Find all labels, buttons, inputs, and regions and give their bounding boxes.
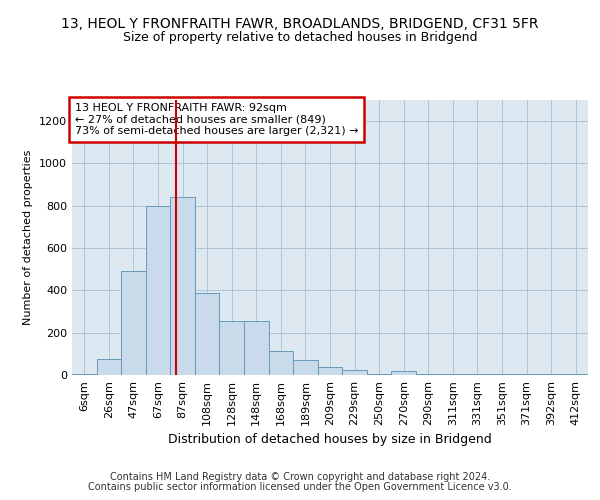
Bar <box>490 374 514 375</box>
Bar <box>220 321 244 375</box>
Bar <box>121 272 146 375</box>
Bar <box>195 292 220 375</box>
Bar <box>318 366 342 375</box>
Bar <box>269 350 293 375</box>
X-axis label: Distribution of detached houses by size in Bridgend: Distribution of detached houses by size … <box>168 434 492 446</box>
Text: 13, HEOL Y FRONFRAITH FAWR, BROADLANDS, BRIDGEND, CF31 5FR: 13, HEOL Y FRONFRAITH FAWR, BROADLANDS, … <box>61 18 539 32</box>
Bar <box>293 360 318 375</box>
Bar <box>563 374 588 375</box>
Bar <box>244 321 269 375</box>
Text: Contains HM Land Registry data © Crown copyright and database right 2024.: Contains HM Land Registry data © Crown c… <box>110 472 490 482</box>
Bar <box>342 370 367 375</box>
Bar <box>367 374 391 375</box>
Bar <box>440 374 465 375</box>
Text: Contains public sector information licensed under the Open Government Licence v3: Contains public sector information licen… <box>88 482 512 492</box>
Bar <box>539 374 563 375</box>
Text: Size of property relative to detached houses in Bridgend: Size of property relative to detached ho… <box>123 31 477 44</box>
Bar <box>97 359 121 375</box>
Bar <box>514 374 539 375</box>
Bar <box>391 371 416 375</box>
Bar <box>146 206 170 375</box>
Y-axis label: Number of detached properties: Number of detached properties <box>23 150 34 325</box>
Bar <box>170 198 195 375</box>
Bar <box>465 374 490 375</box>
Bar <box>416 374 440 375</box>
Text: 13 HEOL Y FRONFRAITH FAWR: 92sqm
← 27% of detached houses are smaller (849)
73% : 13 HEOL Y FRONFRAITH FAWR: 92sqm ← 27% o… <box>74 103 358 136</box>
Bar <box>72 374 97 375</box>
